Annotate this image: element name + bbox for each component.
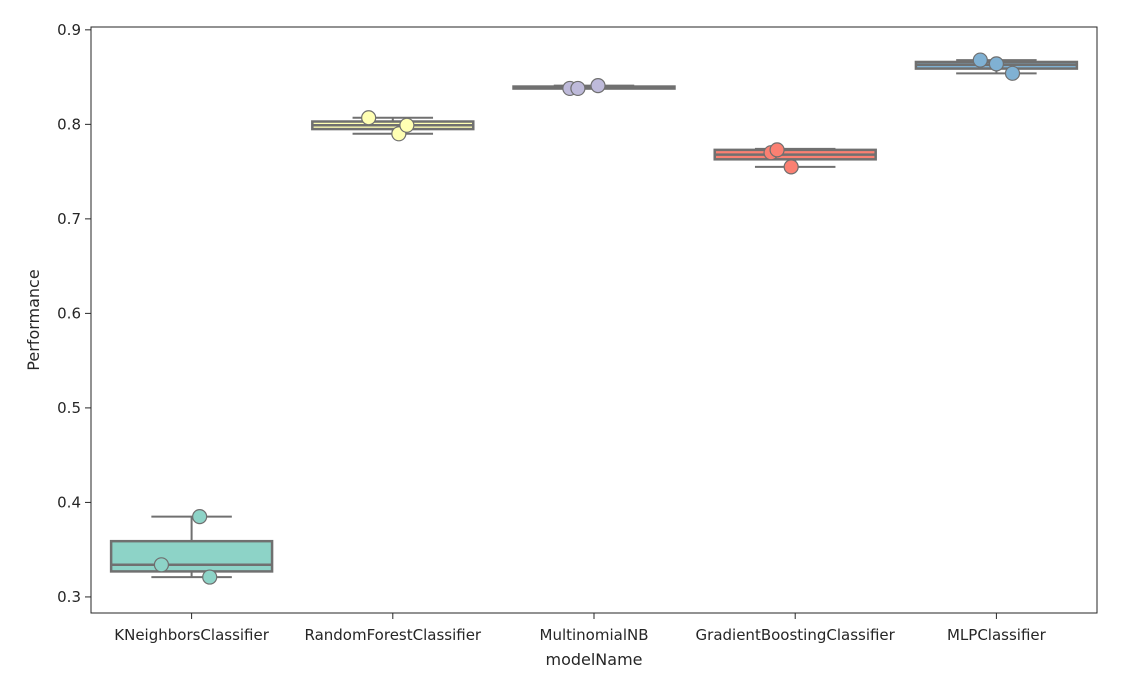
box-iqr: [109, 539, 274, 573]
x-tick-label: KNeighborsClassifier: [114, 626, 269, 644]
data-point: [783, 159, 799, 175]
data-point: [153, 557, 170, 573]
data-point: [590, 77, 606, 94]
y-axis-label: Performance: [24, 269, 43, 370]
y-tick-label: 0.9: [57, 21, 81, 39]
y-tick-label: 0.4: [57, 493, 81, 511]
y-tick-label: 0.7: [57, 210, 81, 228]
x-tick-label: RandomForestClassifier: [304, 626, 481, 644]
x-axis: KNeighborsClassifier RandomForestClassifi…: [114, 613, 1047, 644]
box-group: [109, 515, 274, 579]
strip-points: [153, 508, 218, 585]
y-tick-label: 0.5: [57, 399, 81, 417]
data-point: [988, 56, 1005, 72]
strip-points: [562, 77, 606, 97]
x-tick-label: MultinomialNB: [540, 626, 649, 644]
strip-points: [361, 110, 415, 142]
data-point: [192, 508, 208, 525]
data-point: [399, 117, 415, 133]
y-tick-label: 0.8: [57, 115, 81, 133]
data-point: [361, 110, 377, 126]
x-tick-label: MLPClassifier: [947, 626, 1047, 644]
plot-area: [109, 52, 1079, 585]
y-axis: 0.3 0.4 0.5 0.6 0.7 0.8 0.9: [57, 21, 91, 606]
x-axis-label: modelName: [545, 650, 642, 669]
data-point: [570, 80, 586, 97]
y-tick-label: 0.6: [57, 304, 81, 322]
strip-points: [763, 142, 799, 175]
data-point: [1004, 65, 1021, 81]
axes-frame: [90, 26, 1098, 614]
y-tick-label: 0.3: [57, 588, 81, 606]
data-point: [769, 142, 785, 158]
data-point: [202, 569, 218, 585]
data-point: [972, 52, 988, 68]
x-tick-label: GradientBoostingClassifier: [696, 626, 896, 644]
strip-points: [972, 52, 1021, 81]
